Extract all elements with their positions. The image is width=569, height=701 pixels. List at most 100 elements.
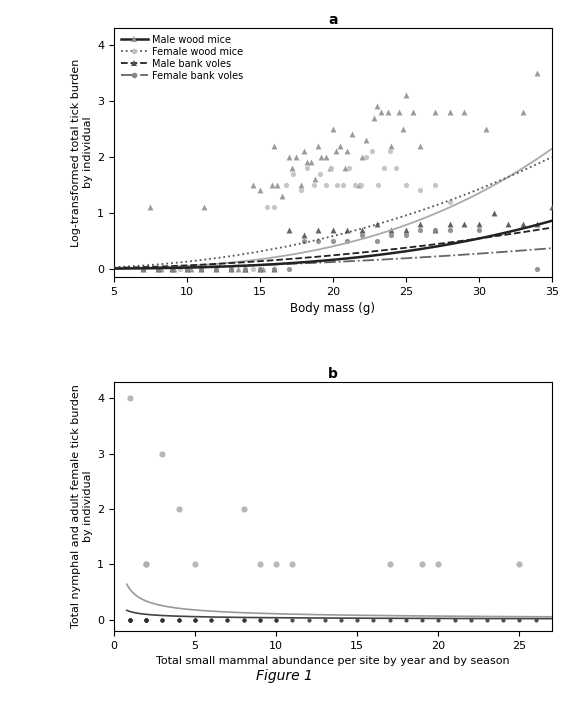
- Point: [445, 219, 454, 230]
- Point: [515, 559, 524, 570]
- Point: [401, 90, 410, 101]
- Point: [374, 179, 383, 191]
- Point: [394, 107, 403, 118]
- Point: [314, 224, 323, 235]
- Point: [347, 129, 356, 140]
- Point: [385, 614, 394, 625]
- Point: [158, 614, 167, 625]
- Point: [431, 179, 440, 191]
- Point: [241, 263, 250, 274]
- Point: [191, 559, 200, 570]
- Point: [142, 559, 151, 570]
- Point: [239, 614, 248, 625]
- Point: [175, 263, 184, 274]
- Point: [445, 224, 454, 235]
- Point: [385, 559, 394, 570]
- Point: [299, 229, 308, 240]
- Point: [126, 614, 135, 625]
- Point: [255, 185, 265, 196]
- Point: [489, 207, 498, 219]
- Point: [191, 614, 200, 625]
- Point: [153, 263, 162, 274]
- Point: [168, 263, 177, 274]
- Point: [401, 224, 410, 235]
- Point: [142, 559, 151, 570]
- Point: [418, 614, 427, 625]
- Point: [357, 151, 366, 163]
- Point: [343, 224, 352, 235]
- Point: [333, 179, 342, 191]
- Point: [387, 140, 396, 151]
- Y-axis label: Total nymphal and adult female tick burden
by individual: Total nymphal and adult female tick burd…: [71, 384, 93, 628]
- Point: [270, 263, 279, 274]
- Point: [270, 140, 279, 151]
- Point: [156, 263, 165, 274]
- Point: [416, 185, 425, 196]
- Point: [226, 263, 235, 274]
- Point: [475, 219, 484, 230]
- Point: [533, 67, 542, 79]
- Point: [350, 179, 360, 191]
- Point: [138, 263, 147, 274]
- Point: [356, 179, 365, 191]
- Point: [255, 559, 265, 570]
- Point: [321, 151, 330, 163]
- Point: [200, 202, 209, 213]
- Point: [302, 157, 311, 168]
- Point: [126, 614, 135, 625]
- Point: [418, 559, 427, 570]
- Point: [271, 614, 281, 625]
- Point: [223, 614, 232, 625]
- Point: [271, 614, 281, 625]
- Point: [460, 219, 469, 230]
- Point: [299, 235, 308, 246]
- Point: [126, 393, 135, 404]
- Point: [289, 168, 298, 179]
- Point: [331, 146, 340, 157]
- Point: [377, 107, 386, 118]
- Point: [354, 179, 364, 191]
- Point: [239, 614, 248, 625]
- Point: [142, 614, 151, 625]
- Point: [466, 614, 475, 625]
- Point: [327, 163, 336, 174]
- Point: [531, 614, 540, 625]
- Point: [362, 135, 371, 146]
- Point: [284, 151, 294, 163]
- Point: [284, 224, 294, 235]
- Point: [328, 224, 337, 235]
- Legend: Male wood mice, Female wood mice, Male bank voles, Female bank voles: Male wood mice, Female wood mice, Male b…: [119, 33, 245, 83]
- Point: [212, 263, 221, 274]
- Point: [343, 235, 352, 246]
- Point: [174, 614, 183, 625]
- Point: [416, 140, 425, 151]
- Point: [533, 263, 542, 274]
- Point: [287, 163, 296, 174]
- Point: [270, 202, 279, 213]
- Point: [344, 163, 353, 174]
- Point: [126, 614, 135, 625]
- Point: [380, 163, 389, 174]
- Point: [316, 151, 325, 163]
- Point: [255, 614, 265, 625]
- Point: [368, 146, 377, 157]
- Point: [398, 123, 407, 135]
- Point: [174, 614, 183, 625]
- Point: [385, 146, 394, 157]
- Point: [445, 196, 454, 207]
- Point: [369, 614, 378, 625]
- Point: [146, 202, 155, 213]
- Point: [126, 614, 135, 625]
- Point: [197, 263, 206, 274]
- Point: [434, 614, 443, 625]
- Point: [142, 614, 151, 625]
- X-axis label: Total small mammal abundance per site by year and by season: Total small mammal abundance per site by…: [156, 656, 510, 666]
- Point: [273, 179, 282, 191]
- Point: [174, 503, 183, 515]
- Point: [416, 219, 425, 230]
- Point: [153, 263, 162, 274]
- Point: [292, 151, 301, 163]
- Title: b: b: [328, 367, 338, 381]
- Point: [481, 123, 490, 135]
- Point: [174, 614, 183, 625]
